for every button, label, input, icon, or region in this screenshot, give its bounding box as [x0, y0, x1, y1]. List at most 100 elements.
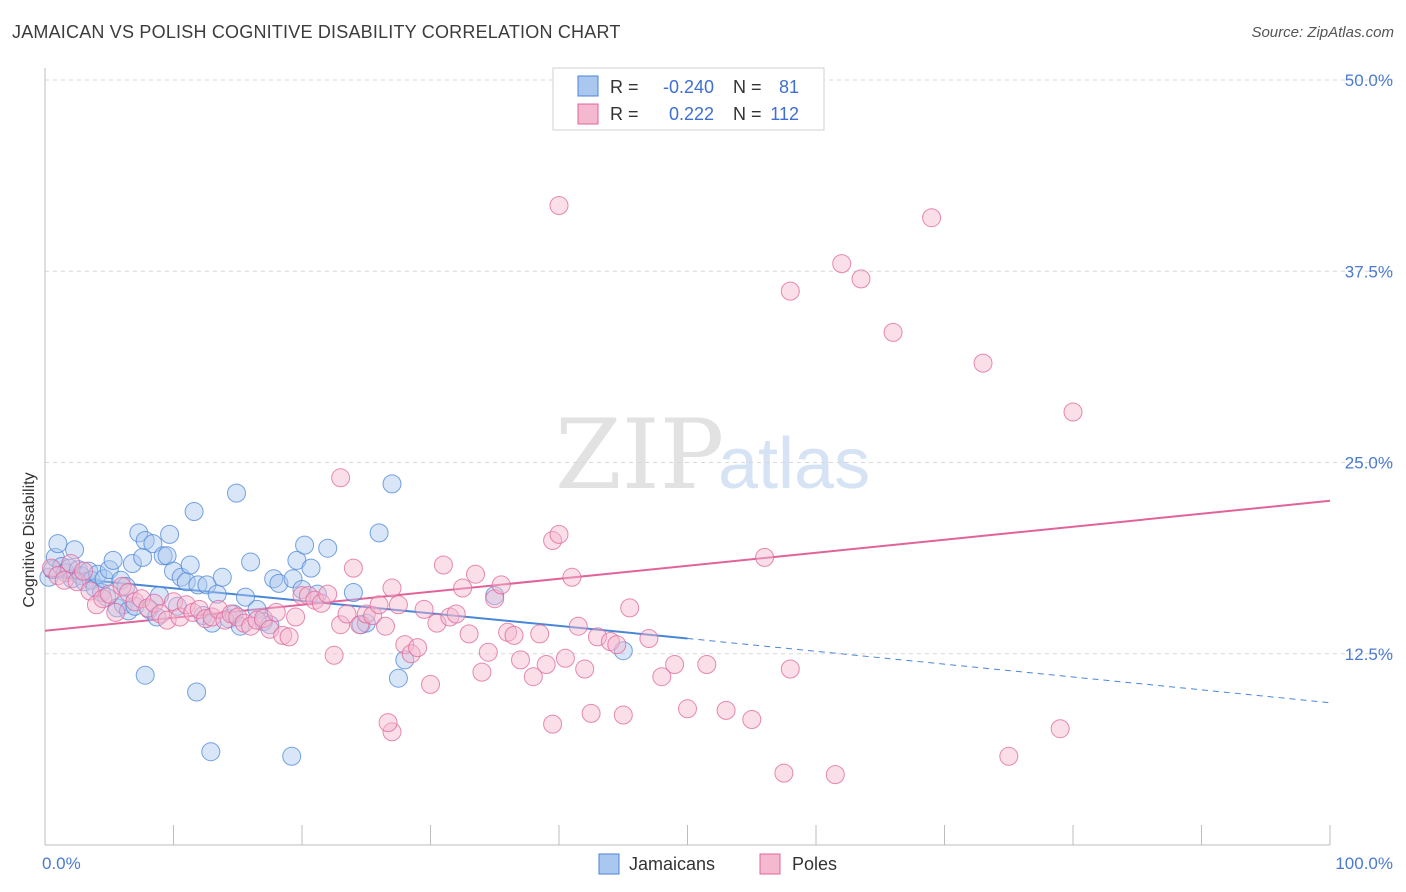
series-legend: Jamaicans Poles [598, 853, 837, 875]
polish-point-47 [343, 558, 363, 578]
polish-point-49 [356, 604, 376, 624]
polish-point-99 [378, 713, 398, 733]
chart-title: JAMAICAN VS POLISH COGNITIVE DISABILITY … [12, 22, 621, 42]
polish-point-82 [575, 659, 595, 679]
polish-point-39 [292, 586, 312, 606]
jamaican-point-54 [241, 552, 261, 572]
polish-point-88 [639, 629, 659, 648]
polish-point-48 [350, 615, 370, 635]
y-tick-label-2: 37.5% [1345, 262, 1393, 281]
polish-point-83 [588, 627, 607, 647]
polish-point-68 [478, 642, 498, 662]
polish-point-26 [209, 599, 228, 619]
polish-point-66 [466, 564, 485, 584]
polish-point-58 [414, 599, 434, 619]
jamaican-point-29 [133, 547, 153, 567]
watermark-zip: ZIP [555, 399, 724, 511]
jamaican-point-49 [212, 567, 232, 587]
polish-point-92 [697, 655, 717, 674]
polish-point-104 [832, 254, 852, 274]
source-credit: Source: ZipAtlas.com [1251, 24, 1394, 41]
polish-point-74 [523, 667, 543, 687]
polish-point-73 [511, 650, 530, 670]
jamaican-point-32 [143, 534, 163, 554]
x-tick-label-0: 0.0% [42, 854, 81, 873]
trend-lines [44, 499, 1331, 704]
jamaican-point-42 [180, 555, 200, 575]
polish-point-87 [620, 598, 640, 618]
jamaican-point-66 [318, 538, 338, 558]
polish-point-76 [536, 655, 556, 674]
polish-point-67 [472, 662, 492, 682]
jamaican-trend-extension [687, 637, 1331, 704]
jamaican-point-35 [153, 546, 173, 566]
polish-point-100 [543, 714, 563, 734]
polish-point-79 [555, 648, 575, 668]
polish-point-93 [716, 700, 736, 720]
polish-point-89 [652, 667, 672, 687]
polish-point-51 [369, 595, 389, 615]
polish-point-90 [665, 655, 685, 674]
polish-point-109 [1063, 402, 1083, 422]
polish-point-85 [607, 635, 627, 655]
polish-point-101 [331, 468, 351, 488]
polish-point-63 [446, 604, 466, 624]
polish-point-70 [491, 575, 511, 595]
jamaican-point-59 [269, 573, 289, 593]
polish-point-18 [157, 610, 177, 630]
polish-point-81 [568, 616, 588, 636]
watermark: ZIP atlas [555, 399, 870, 511]
jamaican-point-76 [227, 483, 246, 503]
series-legend-label-jamaicans: Jamaicans [629, 854, 715, 874]
polish-point-50 [363, 606, 383, 625]
polish-point-5 [74, 561, 93, 581]
jamaican-point-70 [369, 523, 389, 543]
polish-point-69 [485, 589, 505, 609]
polish-trend-line [44, 499, 1331, 632]
jamaican-point-72 [388, 668, 408, 688]
stats-legend: R = -0.240 N = 81 R = 0.222 N = 112 [552, 67, 825, 131]
polish-point-55 [395, 635, 415, 655]
legend-n-label-0: N = [733, 77, 762, 97]
jamaican-point-64 [301, 558, 321, 578]
polish-point-36 [273, 625, 293, 645]
jamaican-point-63 [295, 535, 315, 555]
y-tick-label-3: 50.0% [1345, 71, 1393, 90]
polish-point-61 [433, 555, 453, 575]
legend-r-label-0: R = [610, 77, 639, 97]
polish-point-112 [825, 765, 845, 785]
polish-point-65 [459, 624, 479, 644]
polish-point-25 [202, 607, 222, 627]
polish-point-34 [260, 619, 280, 639]
polish-point-45 [331, 615, 351, 635]
jamaican-point-71 [382, 474, 402, 494]
polish-point-20 [170, 607, 190, 627]
polish-point-106 [883, 322, 903, 342]
jamaican-point-17 [94, 569, 114, 589]
polish-point-57 [408, 638, 428, 658]
legend-n-value-1: 112 [770, 104, 799, 124]
jamaican-point-77 [135, 665, 155, 685]
legend-n-label-1: N = [733, 104, 762, 124]
polish-point-59 [421, 674, 440, 694]
polish-point-98 [382, 722, 402, 742]
polish-point-42 [311, 593, 331, 613]
polish-point-111 [1050, 719, 1070, 739]
legend-r-value-1: 0.222 [669, 104, 714, 124]
polish-point-35 [266, 602, 286, 622]
polish-point-108 [973, 353, 993, 373]
polish-point-95 [755, 547, 775, 567]
series-legend-swatch-poles [759, 853, 781, 875]
x-tick-labels: 0.0% 100.0% [42, 854, 1393, 873]
polish-point-0 [41, 558, 61, 578]
jamaican-point-26 [122, 554, 142, 573]
jamaican-point-43 [184, 502, 204, 521]
polish-point-21 [176, 595, 196, 615]
polish-point-4 [67, 572, 87, 592]
axes [44, 68, 1331, 846]
jamaican-point-79 [201, 742, 221, 762]
y-tick-label-1: 25.0% [1345, 454, 1393, 473]
polish-point-52 [376, 616, 395, 636]
polish-point-96 [774, 763, 794, 783]
polish-point-91 [678, 699, 697, 719]
